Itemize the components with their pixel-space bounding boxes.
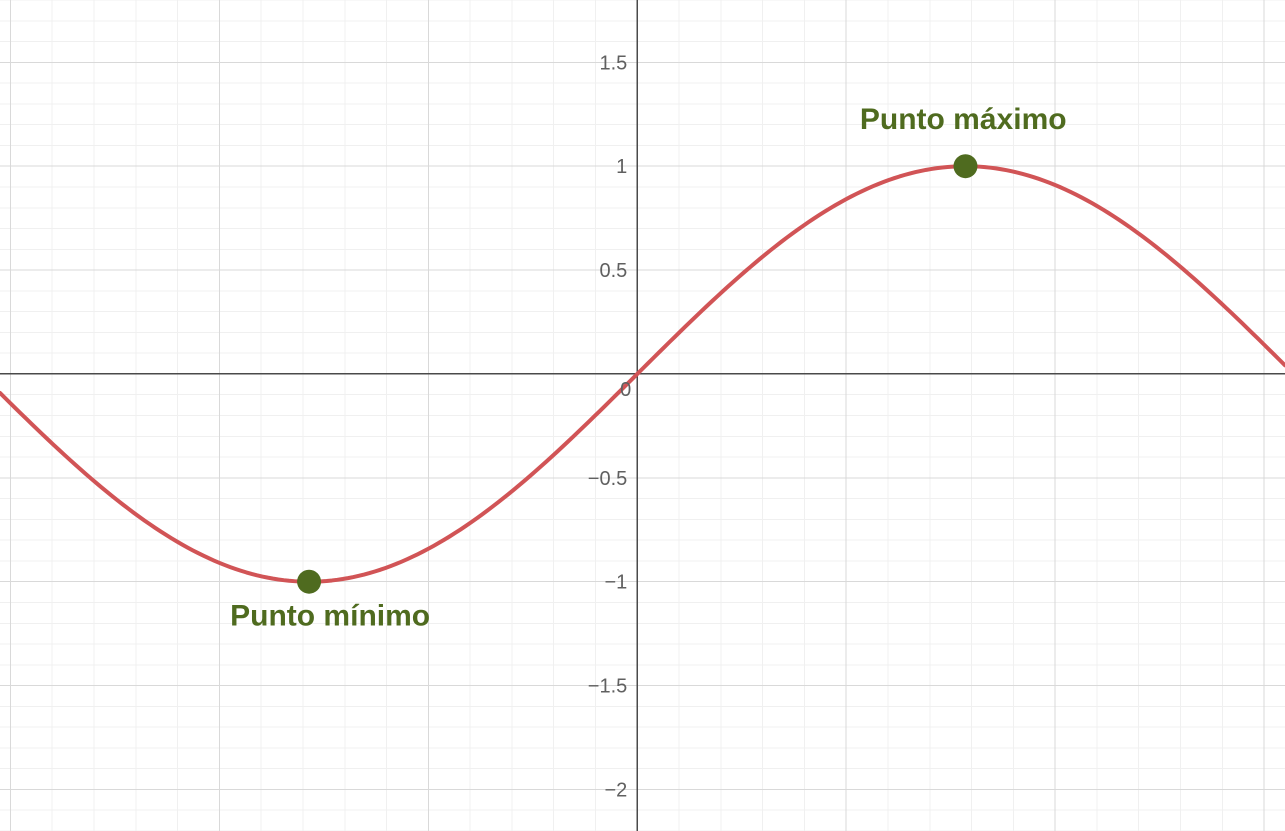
y-tick-label: −2 (604, 779, 627, 801)
y-tick-label: −1.5 (588, 676, 627, 698)
y-tick-label: 0.5 (599, 260, 627, 282)
maximum-label: Punto máximo (860, 103, 1067, 136)
y-tick-label: 1 (616, 156, 627, 178)
minimum-point (297, 570, 321, 594)
y-tick-label: −1 (604, 572, 627, 594)
chart-svg: 1.5 1 0.5 0 −0.5 −1 −1.5 −2 Punto mínimo Punto má… (0, 0, 1285, 831)
minimum-label: Punto mínimo (230, 599, 430, 632)
y-tick-label: 1.5 (599, 52, 627, 74)
sine-extrema-chart: 1.5 1 0.5 0 −0.5 −1 −1.5 −2 Punto mínimo Punto má… (0, 0, 1285, 831)
maximum-point (953, 154, 977, 178)
y-tick-label: 0 (620, 379, 631, 401)
y-tick-label: −0.5 (588, 468, 627, 490)
minor-grid (0, 0, 1285, 831)
